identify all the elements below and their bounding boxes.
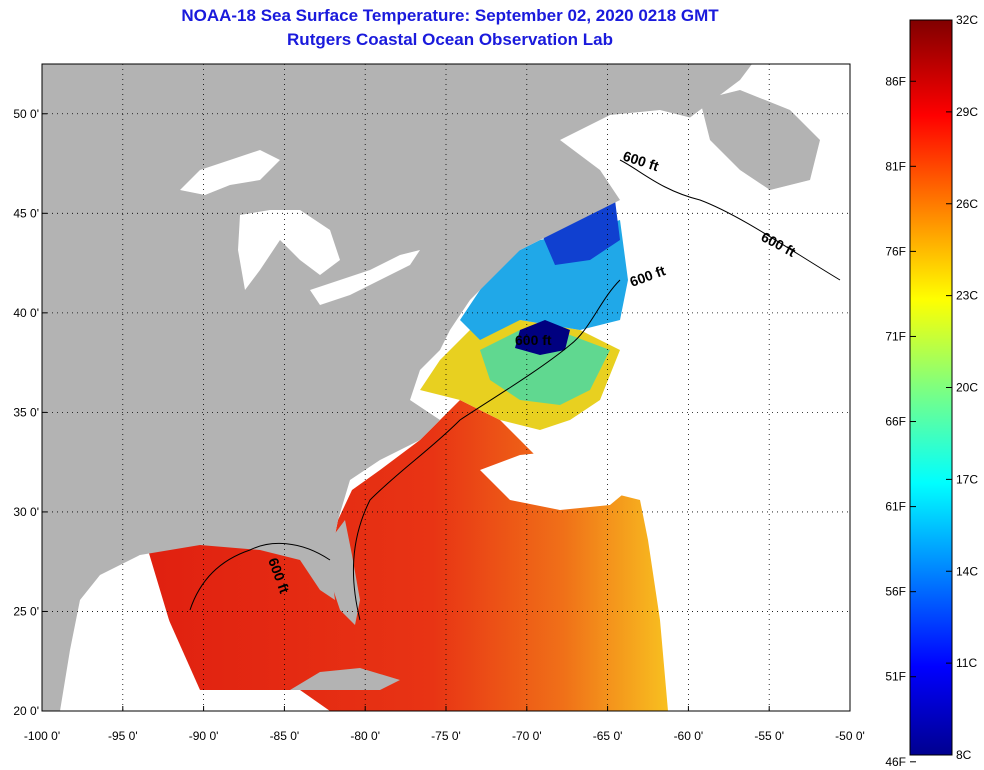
colorbar-c-label: 11C [956,656,977,670]
colorbar-f-label: 81F [885,159,906,173]
land-florida [330,520,360,625]
colorbar-f-label: 66F [885,415,906,429]
colorbar-f-label: 61F [885,500,906,514]
lon-tick-label: -85 0' [270,729,300,743]
colorbar-c-label: 14C [956,564,978,578]
lon-tick-label: -55 0' [754,729,784,743]
lon-tick-label: -80 0' [350,729,380,743]
map-subtitle: Rutgers Coastal Ocean Observation Lab [287,30,613,49]
colorbar-f-label: 51F [885,670,906,684]
lat-tick-label: 50 0' [13,107,39,121]
gulf-st-lawrence [560,110,700,200]
land-newfoundland [700,90,820,190]
colorbar-c-label: 32C [956,13,978,27]
lat-tick-label: 30 0' [13,505,39,519]
lon-tick-label: -95 0' [108,729,138,743]
colorbar-c-label: 23C [956,289,978,303]
cloud-gap [480,450,640,510]
colorbar-ticks: 32C 29C 26C 23C 20C 17C 14C 11C 8C 86F 81F 76F 71F 66… [885,13,978,769]
lake-erie-ontario [310,250,420,305]
lake-superior [180,150,280,195]
lon-tick-label: -75 0' [431,729,461,743]
lon-tick-label: -100 0' [24,729,60,743]
lon-tick-label: -90 0' [189,729,219,743]
map-title: NOAA-18 Sea Surface Temperature: Septemb… [181,6,719,25]
colorbar-f-label: 71F [885,329,906,343]
lat-tick-label: 40 0' [13,306,39,320]
colorbar-f-label: 76F [885,244,906,258]
colorbar-f-label: 86F [885,74,906,88]
lat-tick-label: 20 0' [13,704,39,718]
colorbar-c-label: 26C [956,197,978,211]
lat-tick-label: 45 0' [13,206,39,220]
contour-600ft [189,159,841,621]
colorbar-c-label: 17C [956,472,978,486]
sst-swath-north-deep [540,200,620,265]
lat-tick-label: 35 0' [13,405,39,419]
lat-tick-label: 25 0' [13,604,39,618]
colorbar-f-label: 56F [885,585,906,599]
longitude-tick-labels: -100 0' -95 0' -90 0' -85 0' -80 0' -75 0' -70… [24,706,865,743]
colorbar-c-label: 29C [956,105,978,119]
lake-michigan-huron [238,210,340,290]
land-cuba [290,668,400,690]
lon-tick-label: -50 0' [835,729,865,743]
latitude-tick-labels: 50 0' 45 0' 40 0' 35 0' 30 0' 25 0' 20 0' [13,107,47,718]
colorbar-c-label: 8C [956,748,972,762]
colorbar-c-label: 20C [956,381,978,395]
lon-tick-label: -70 0' [512,729,542,743]
land-north-america [42,64,752,711]
contour-label: 600 ft [515,332,552,348]
sst-swath-cold-spot [515,320,570,355]
colorbar-f-label: 46F [885,755,906,769]
colorbar [909,19,953,756]
lon-tick-label: -65 0' [593,729,623,743]
lon-tick-label: -60 0' [674,729,704,743]
gulf-west-no-data [80,555,200,711]
